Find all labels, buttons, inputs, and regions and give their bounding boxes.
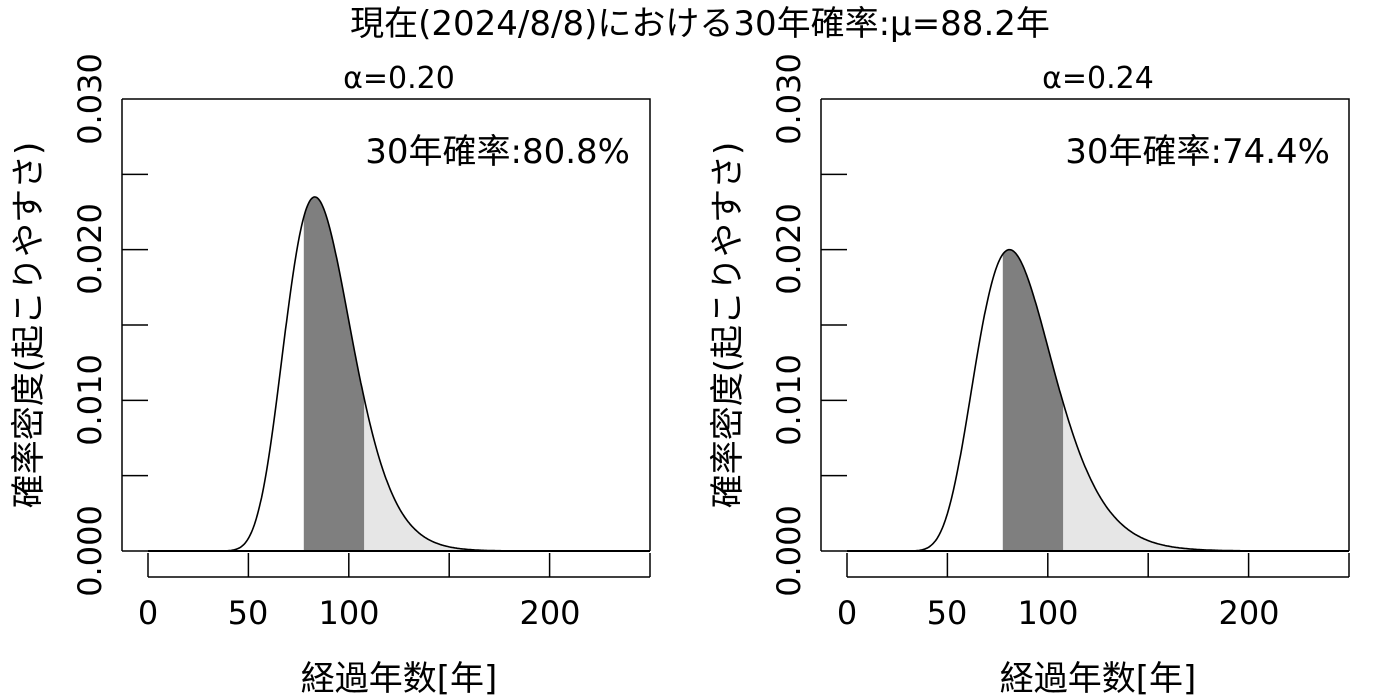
y-tick-label: 0.010 (770, 354, 808, 446)
x-tick-label: 200 (519, 594, 580, 632)
y-tick-label: 0.010 (71, 354, 109, 446)
y-axis-label: 確率密度(起こりやすさ) (9, 142, 49, 509)
panel-subtitle: α=0.20 (343, 61, 455, 96)
x-tick-label: 100 (1017, 594, 1078, 632)
y-tick-label: 0.000 (71, 505, 109, 597)
x-tick-label: 100 (318, 594, 379, 632)
main-title: 現在(2024/8/8)における30年確率:μ=88.2年 (350, 4, 1050, 44)
x-tick-label: 50 (228, 594, 269, 632)
plot-frame (148, 98, 651, 551)
probability-annotation: 30年確率:74.4% (1065, 132, 1330, 172)
x-tick-label: 0 (138, 594, 158, 632)
y-tick-label: 0.020 (770, 203, 808, 295)
plot-frame (847, 98, 1350, 551)
future-probability-area (1063, 402, 1349, 551)
x-axis-label: 経過年数[年] (1000, 659, 1197, 699)
y-axis-label: 確率密度(起こりやすさ) (708, 142, 748, 509)
x-tick-label: 200 (1218, 594, 1279, 632)
y-tick-label: 0.030 (770, 53, 808, 145)
probability-annotation: 30年確率:80.8% (365, 132, 630, 172)
thirty-year-probability-area (1002, 249, 1064, 551)
future-probability-area (364, 398, 650, 551)
density-curve (150, 196, 650, 552)
panel-alpha-0-24: α=0.24 30年確率:74.4% 0 50 100 200 0.000 0.… (708, 53, 1350, 699)
plot-layer (820, 98, 1350, 578)
panel-subtitle: α=0.24 (1042, 61, 1154, 96)
panel-alpha-0-20: α=0.20 30年確率:80.8% 0 50 100 200 0.000 0.… (9, 53, 651, 699)
y-tick-label: 0.030 (71, 53, 109, 145)
plot-layer (121, 98, 651, 578)
x-tick-label: 0 (837, 594, 857, 632)
y-tick-label: 0.000 (770, 505, 808, 597)
y-tick-label: 0.020 (71, 203, 109, 295)
thirty-year-probability-area (303, 196, 365, 551)
x-axis-label: 経過年数[年] (301, 659, 498, 699)
x-tick-label: 50 (927, 594, 968, 632)
